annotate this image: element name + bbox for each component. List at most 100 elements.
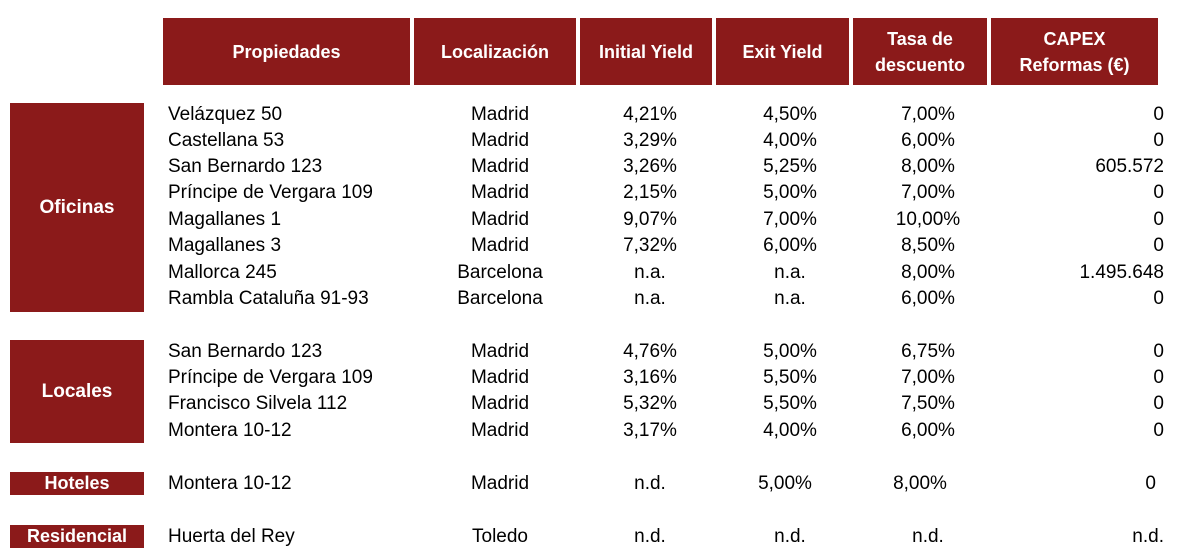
cell-exit-yield: 5,00% [763,182,817,203]
cell-capex: 605.572 [1095,156,1164,177]
table-row: Castellana 53 Madrid 3,29% 4,00% 6,00% 0 [0,128,1178,154]
cell-propiedad: Príncipe de Vergara 109 [168,367,373,388]
cell-localizacion: Barcelona [457,262,543,283]
cell-propiedad: Príncipe de Vergara 109 [168,182,373,203]
header-tasa-line1: Tasa de [887,28,953,49]
table-row: Príncipe de Vergara 109 Madrid 3,16% 5,5… [0,365,1178,391]
cell-exit-yield: 5,50% [763,367,817,388]
cell-localizacion: Barcelona [457,288,543,309]
cell-initial-yield: 7,32% [623,235,677,256]
cell-propiedad: Huerta del Rey [168,526,295,547]
table-row: Magallanes 1 Madrid 9,07% 7,00% 10,00% 0 [0,207,1178,233]
cell-capex: 0 [1153,393,1164,414]
cell-capex: 0 [1153,367,1164,388]
table-row: Montera 10-12 Madrid n.d. 5,00% 8,00% 0 [0,471,1178,497]
cell-initial-yield: 4,21% [623,104,677,125]
cell-propiedad: Montera 10-12 [168,473,292,494]
cell-exit-yield: n.d. [774,526,806,547]
header-localizacion: Localización [414,18,576,85]
cell-localizacion: Madrid [470,420,530,441]
cell-capex: 0 [1153,420,1164,441]
header-propiedades: Propiedades [163,18,410,85]
cell-localizacion: Madrid [470,156,530,177]
table-row: Mallorca 245 Barcelona n.a. n.a. 8,00% 1… [0,260,1178,286]
cell-initial-yield: n.d. [634,526,666,547]
cell-propiedad: Mallorca 245 [168,262,277,283]
cell-exit-yield: 4,00% [763,130,817,151]
category-hoteles-label: Hoteles [44,473,110,493]
cell-localizacion: Toledo [472,526,528,547]
cell-initial-yield: 9,07% [623,209,677,230]
cell-initial-yield: 3,17% [623,420,677,441]
cell-exit-yield: 4,50% [763,104,817,125]
header-propiedades-label: Propiedades [232,41,341,62]
header-capex-line2: Reformas (€) [1019,54,1130,75]
cell-propiedad: Rambla Cataluña 91-93 [168,288,369,309]
cell-capex: 1.495.648 [1079,262,1164,283]
cell-capex: 0 [1153,209,1164,230]
cell-tasa-descuento: 7,00% [901,104,955,125]
cell-capex: 0 [1153,341,1164,362]
cell-capex: 0 [1153,235,1164,256]
cell-propiedad: Francisco Silvela 112 [168,393,348,414]
header-tasa-line2: descuento [874,54,966,75]
category-locales: Locales [10,340,144,443]
cell-exit-yield: 5,25% [763,156,817,177]
cell-propiedad: Velázquez 50 [168,104,283,125]
cell-localizacion: Madrid [470,130,530,151]
table-row: Francisco Silvela 112 Madrid 5,32% 5,50%… [0,391,1178,417]
cell-initial-yield: n.a. [634,262,666,283]
category-oficinas: Oficinas [10,103,144,312]
table-row: Magallanes 3 Madrid 7,32% 6,00% 8,50% 0 [0,233,1178,259]
cell-tasa-descuento: 8,00% [893,473,947,494]
cell-exit-yield: 5,00% [758,473,812,494]
cell-initial-yield: 2,15% [623,182,677,203]
cell-propiedad: Magallanes 1 [168,209,282,230]
cell-localizacion: Madrid [470,182,530,203]
cell-propiedad: San Bernardo 123 [168,341,323,362]
cell-initial-yield: 3,26% [623,156,677,177]
cell-localizacion: Madrid [470,367,530,388]
table-row: Príncipe de Vergara 109 Madrid 2,15% 5,0… [0,180,1178,206]
header-tasa-descuento: Tasa de descuento [853,18,987,85]
cell-localizacion: Madrid [470,393,530,414]
cell-capex: 0 [1153,130,1164,151]
table-row: Huerta del Rey Toledo n.d. n.d. n.d. n.d… [0,524,1178,550]
cell-tasa-descuento: 7,50% [901,393,955,414]
table-row: Velázquez 50 Madrid 4,21% 4,50% 7,00% 0 [0,102,1178,128]
cell-capex: 0 [1145,473,1156,494]
cell-propiedad: San Bernardo 123 [168,156,323,177]
table-row: Montera 10-12 Madrid 3,17% 4,00% 6,00% 0 [0,418,1178,444]
category-hoteles: Hoteles [10,472,144,495]
cell-tasa-descuento: 6,00% [901,130,955,151]
header-exit-yield: Exit Yield [716,18,849,85]
category-residencial: Residencial [10,525,144,548]
header-capex: CAPEX Reformas (€) [991,18,1158,85]
cell-exit-yield: 4,00% [763,420,817,441]
cell-exit-yield: n.a. [774,288,806,309]
cell-tasa-descuento: 6,75% [901,341,955,362]
cell-initial-yield: n.d. [634,473,666,494]
cell-tasa-descuento: 8,50% [901,235,955,256]
cell-tasa-descuento: 7,00% [901,182,955,203]
cell-exit-yield: 7,00% [763,209,817,230]
cell-initial-yield: 4,76% [623,341,677,362]
table-row: Rambla Cataluña 91-93 Barcelona n.a. n.a… [0,286,1178,312]
cell-localizacion: Madrid [470,104,530,125]
cell-capex: 0 [1153,288,1164,309]
table-row: San Bernardo 123 Madrid 3,26% 5,25% 8,00… [0,154,1178,180]
cell-localizacion: Madrid [470,209,530,230]
category-locales-label: Locales [41,380,113,402]
cell-capex: 0 [1153,182,1164,203]
cell-tasa-descuento: 7,00% [901,367,955,388]
header-capex-line1: CAPEX [1043,28,1106,49]
cell-exit-yield: 6,00% [763,235,817,256]
cell-propiedad: Castellana 53 [168,130,285,151]
header-exit-yield-label: Exit Yield [742,41,823,62]
cell-tasa-descuento: 8,00% [901,156,955,177]
table-row: San Bernardo 123 Madrid 4,76% 5,00% 6,75… [0,339,1178,365]
cell-capex: n.d. [1132,526,1164,547]
cell-localizacion: Madrid [470,473,530,494]
cell-exit-yield: 5,50% [763,393,817,414]
cell-initial-yield: 5,32% [623,393,677,414]
